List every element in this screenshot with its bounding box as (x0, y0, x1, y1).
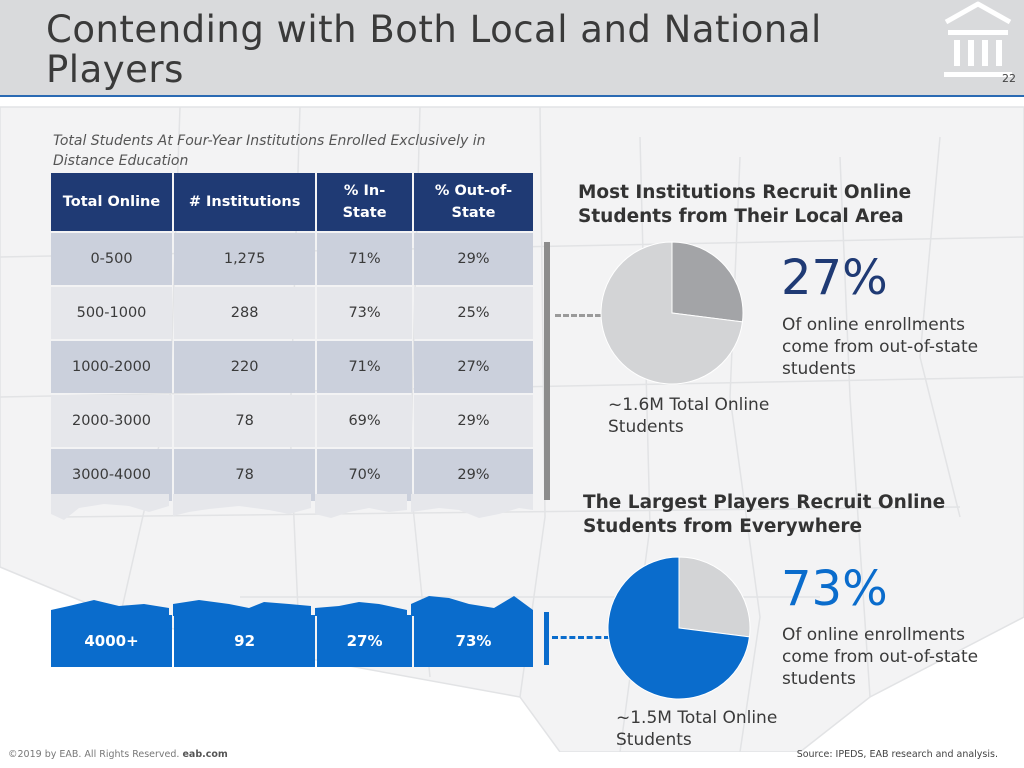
institution-building-icon (944, 1, 1012, 77)
header-institutions: # Institutions (174, 173, 316, 231)
cell-total-online: 4000+ (51, 615, 173, 667)
pie-slice-out-of-state (671, 241, 744, 323)
national-pie-chart (607, 556, 751, 700)
table-tear-edge-top (51, 494, 533, 520)
local-percent: 27% (781, 250, 888, 306)
national-description: Of online enrollments come from out-of-s… (782, 625, 979, 689)
national-heading: The Largest Players Recruit Online Stude… (583, 492, 946, 537)
cell-institutions: 78 (174, 449, 316, 501)
enrollment-table: Total Online # Institutions % In-State %… (49, 171, 535, 503)
cell-institutions: 1,275 (174, 233, 316, 285)
cell-in-state: 70% (317, 449, 412, 501)
table-row: 0-500 1,275 71% 29% (51, 233, 533, 285)
cell-out-of-state: 25% (413, 287, 533, 339)
national-connector-dashes (552, 636, 610, 639)
cell-out-of-state: 73% (413, 615, 533, 667)
cell-total-online: 500-1000 (51, 287, 173, 339)
cell-total-online: 2000-3000 (51, 395, 173, 447)
pie-slice-in-state (678, 556, 751, 638)
copyright-text: ©2019 by EAB. All Rights Reserved. (8, 749, 180, 760)
cell-total-online: 0-500 (51, 233, 173, 285)
large-institutions-row-table: 4000+ 92 27% 73% (49, 613, 535, 669)
table-header-row: Total Online # Institutions % In-State %… (51, 173, 533, 231)
cell-institutions: 78 (174, 395, 316, 447)
footer-source: Source: IPEDS, EAB research and analysis… (796, 749, 998, 760)
local-bracket (544, 242, 550, 500)
header-bar: Contending with Both Local and National … (0, 0, 1024, 97)
table-row-highlight: 4000+ 92 27% 73% (51, 615, 533, 667)
national-pie-label: ~1.5M Total Online Students (616, 708, 778, 750)
cell-in-state: 71% (317, 341, 412, 393)
cell-in-state: 69% (317, 395, 412, 447)
footer-copyright: ©2019 by EAB. All Rights Reserved. eab.c… (8, 749, 228, 760)
table-caption: Total Students At Four-Year Institutions… (53, 133, 486, 169)
national-percent: 73% (781, 561, 888, 617)
table-row: 500-1000 288 73% 25% (51, 287, 533, 339)
national-bracket (544, 612, 549, 665)
pie-slice-out-of-state (607, 556, 750, 700)
table-tear-edge-bottom (51, 596, 533, 616)
cell-out-of-state: 29% (413, 395, 533, 447)
cell-institutions: 288 (174, 287, 316, 339)
local-pie-label: ~1.6M Total Online Students (608, 395, 770, 437)
table-row: 1000-2000 220 71% 27% (51, 341, 533, 393)
cell-in-state: 73% (317, 287, 412, 339)
local-pie-chart (600, 241, 744, 385)
cell-institutions: 220 (174, 341, 316, 393)
page-title: Contending with Both Local and National … (46, 8, 822, 91)
local-connector-dashes (555, 314, 601, 317)
cell-total-online: 3000-4000 (51, 449, 173, 501)
cell-in-state: 27% (317, 615, 412, 667)
header-in-state: % In-State (317, 173, 412, 231)
cell-out-of-state: 27% (413, 341, 533, 393)
local-description: Of online enrollments come from out-of-s… (782, 315, 979, 379)
footer-site-link[interactable]: eab.com (182, 749, 228, 760)
cell-out-of-state: 29% (413, 233, 533, 285)
table-row: 3000-4000 78 70% 29% (51, 449, 533, 501)
pie-slice-in-state (600, 241, 743, 385)
cell-total-online: 1000-2000 (51, 341, 173, 393)
cell-in-state: 71% (317, 233, 412, 285)
header-out-of-state: % Out-of-State (413, 173, 533, 231)
header-total-online: Total Online (51, 173, 173, 231)
cell-institutions: 92 (174, 615, 316, 667)
page-number: 22 (1002, 72, 1016, 85)
local-heading: Most Institutions Recruit Online Student… (578, 182, 912, 227)
table-row: 2000-3000 78 69% 29% (51, 395, 533, 447)
cell-out-of-state: 29% (413, 449, 533, 501)
